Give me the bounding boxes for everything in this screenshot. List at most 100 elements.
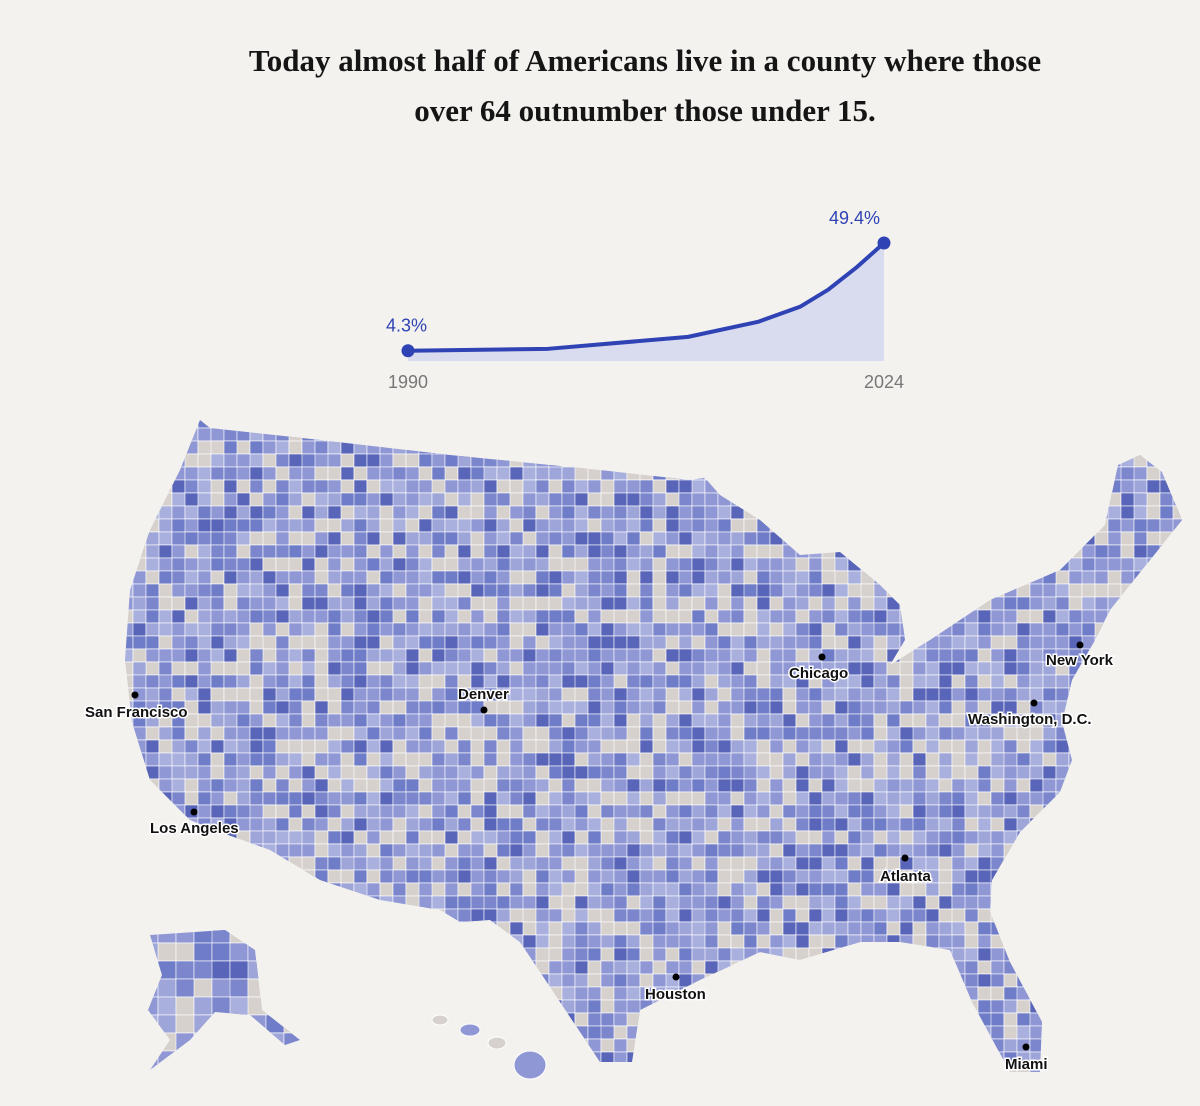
county	[314, 622, 329, 637]
county	[665, 700, 680, 715]
county	[782, 453, 797, 468]
county	[964, 726, 979, 741]
county	[627, 1078, 640, 1091]
county	[405, 960, 420, 975]
county	[1055, 518, 1083, 533]
county	[392, 674, 407, 689]
county	[275, 635, 290, 650]
county	[483, 479, 498, 494]
county	[899, 583, 914, 598]
county	[886, 544, 901, 559]
county	[301, 752, 316, 767]
county	[1029, 583, 1044, 598]
city-dot	[672, 973, 680, 981]
county	[392, 921, 407, 936]
county	[652, 739, 667, 754]
county	[444, 544, 459, 559]
county	[1081, 440, 1096, 455]
county	[665, 882, 680, 897]
county	[1003, 570, 1031, 585]
county	[288, 583, 303, 598]
county	[574, 687, 589, 702]
county	[237, 1078, 263, 1091]
county	[886, 453, 901, 468]
city-dot	[131, 691, 139, 699]
county	[418, 999, 433, 1014]
county	[1146, 700, 1161, 715]
chart-title: Today almost half of Americans live in a…	[248, 43, 1042, 128]
county	[743, 492, 758, 507]
county	[1172, 1038, 1182, 1053]
county	[1186, 740, 1199, 753]
county	[340, 843, 355, 858]
island	[513, 1050, 547, 1080]
county	[717, 999, 745, 1014]
county	[283, 1068, 300, 1070]
county	[1069, 1078, 1095, 1091]
county	[405, 427, 433, 442]
county	[125, 583, 134, 598]
county	[392, 557, 407, 572]
county	[175, 930, 195, 944]
county	[509, 466, 524, 481]
county	[1172, 492, 1182, 507]
county	[184, 570, 199, 585]
county	[587, 661, 602, 676]
county	[457, 570, 472, 585]
county	[626, 1025, 641, 1040]
county	[288, 791, 303, 806]
county	[977, 739, 992, 754]
county	[912, 661, 927, 676]
county	[873, 531, 888, 546]
county	[327, 1038, 355, 1053]
county	[236, 557, 251, 572]
county	[457, 1038, 485, 1053]
county	[639, 583, 654, 598]
county	[1016, 596, 1031, 611]
county	[1081, 960, 1096, 975]
county	[691, 895, 706, 910]
county	[704, 622, 719, 637]
county	[977, 1064, 1005, 1072]
county	[912, 635, 927, 650]
county	[678, 557, 693, 572]
county	[899, 765, 914, 780]
county	[692, 1078, 705, 1091]
county	[574, 947, 589, 962]
county	[717, 453, 732, 468]
county	[125, 934, 134, 949]
county	[1172, 1064, 1182, 1072]
county	[665, 609, 680, 624]
county	[951, 778, 966, 793]
city-label: Houston	[645, 986, 706, 1003]
county	[1120, 895, 1148, 910]
county	[418, 1025, 433, 1040]
county	[483, 830, 498, 845]
county	[288, 1051, 316, 1066]
county	[938, 700, 953, 715]
county	[265, 942, 285, 962]
county	[600, 752, 615, 767]
county	[808, 817, 823, 832]
county	[899, 596, 914, 611]
county	[327, 427, 355, 442]
county	[561, 544, 576, 559]
county	[418, 661, 433, 676]
county	[1107, 1064, 1122, 1072]
county	[509, 609, 524, 624]
county	[769, 583, 784, 598]
county	[1081, 752, 1096, 767]
county	[1068, 674, 1083, 689]
county	[717, 440, 745, 455]
county	[665, 583, 680, 598]
county	[1172, 895, 1182, 910]
county	[262, 843, 277, 858]
county	[652, 1064, 680, 1072]
county	[171, 440, 186, 455]
county	[1042, 453, 1057, 468]
county	[145, 583, 160, 598]
county	[1172, 544, 1182, 559]
county	[769, 817, 784, 832]
county	[782, 960, 797, 975]
county	[912, 557, 927, 572]
